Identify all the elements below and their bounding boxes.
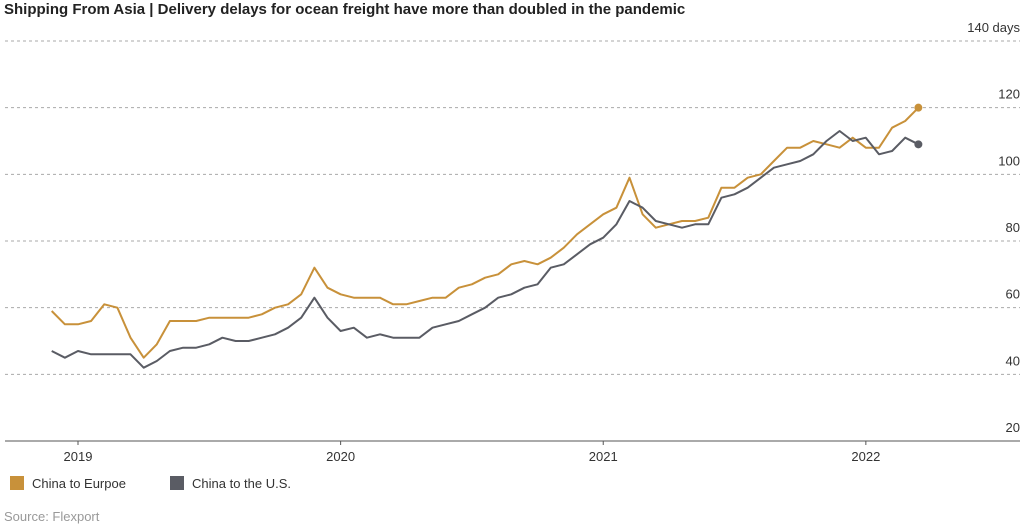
legend-swatch [170, 476, 184, 490]
x-tick-label: 2021 [589, 449, 618, 464]
x-tick-label: 2022 [851, 449, 880, 464]
source: Source: Flexport [4, 509, 100, 524]
y-tick-label: 40 [1006, 353, 1020, 368]
legend-label: China to Eurpoe [32, 476, 126, 491]
end-marker [914, 140, 923, 149]
legend-label: China to the U.S. [192, 476, 291, 491]
y-tick-label: 140 days [967, 20, 1020, 35]
y-tick-label: 60 [1006, 287, 1020, 302]
x-tick-label: 2019 [64, 449, 93, 464]
series-line [50, 106, 920, 359]
y-tick-label: 100 [998, 153, 1020, 168]
series-line [51, 130, 919, 369]
y-tick-label: 80 [1006, 220, 1020, 235]
x-tick-label: 2020 [326, 449, 355, 464]
chart-title: Shipping From Asia | Delivery delays for… [4, 1, 685, 18]
legend-swatch [10, 476, 24, 490]
end-marker [914, 103, 923, 112]
y-tick-label: 120 [998, 87, 1020, 102]
y-tick-label: 20 [1006, 420, 1020, 435]
